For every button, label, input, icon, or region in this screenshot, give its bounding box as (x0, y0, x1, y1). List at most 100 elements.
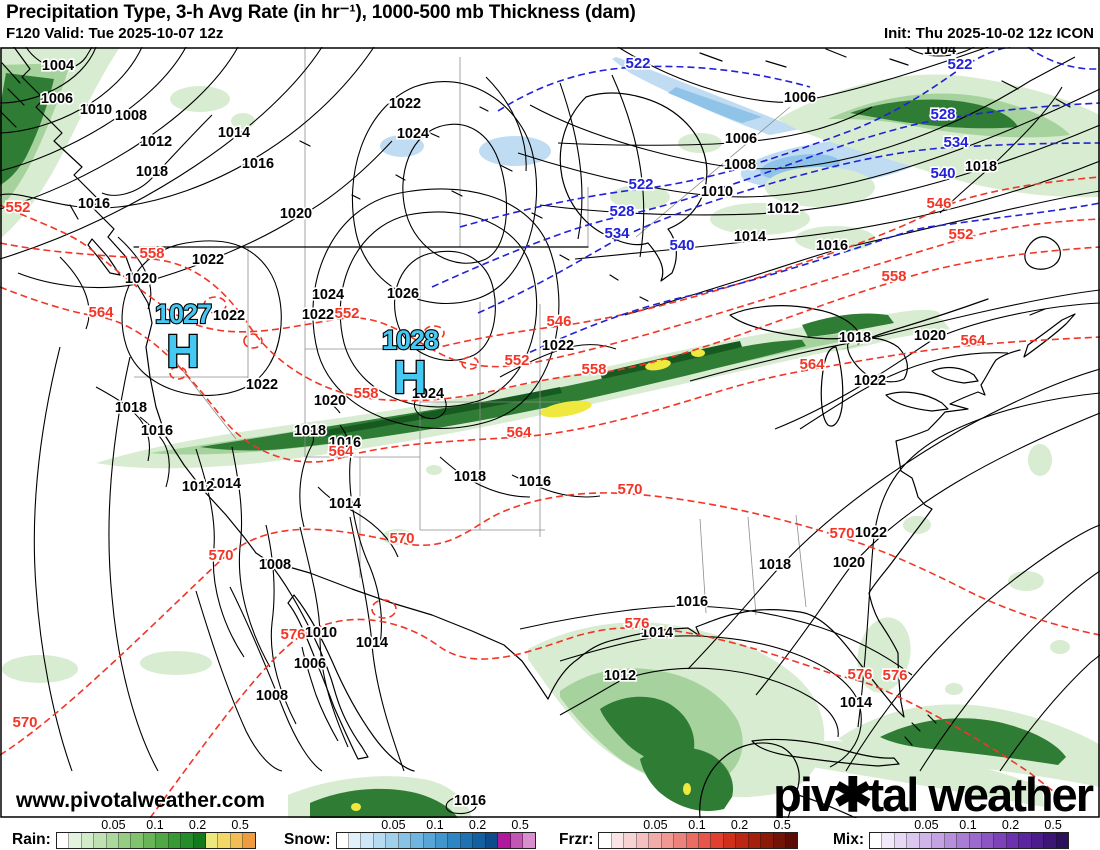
pressure-label: 1022 (855, 525, 887, 541)
pressure-label: 1012 (140, 134, 172, 150)
legend-color-cell (761, 832, 774, 848)
legend-color-cell (636, 832, 650, 848)
thickness-label-warm: 564 (328, 443, 354, 460)
legend-color-cell (661, 832, 675, 848)
legend-color-cell (510, 832, 524, 848)
legend-color-cell (168, 832, 182, 848)
legend-tick: 0.1 (146, 818, 164, 832)
legend-color-cell (106, 832, 119, 848)
pressure-label: 1020 (125, 271, 157, 287)
legend-color-cell (698, 832, 712, 848)
thickness-label-cold: 540 (930, 165, 955, 182)
valid-time-label: F120 Valid: Tue 2025-10-07 12z (6, 25, 224, 42)
legend-color-cell (485, 832, 499, 848)
pressure-label: 1016 (141, 423, 173, 439)
legend-tick: 0.2 (468, 818, 487, 832)
legend-color-cell (944, 832, 958, 848)
pressure-label: 1004 (42, 58, 74, 74)
thickness-label-warm: 552 (504, 352, 529, 369)
pressure-label: 1018 (965, 159, 997, 175)
legend-color-cell (611, 832, 625, 848)
legend-color-cell (674, 832, 687, 848)
legend-colorbar (55, 831, 256, 849)
legend-color-cell (336, 832, 349, 848)
init-time-label: Init: Thu 2025-10-02 12z ICON (883, 25, 1094, 42)
high-symbol: H (393, 351, 426, 403)
gear-icon: ✱ (833, 768, 871, 818)
legend-tick: 0.5 (773, 818, 791, 832)
thickness-label-warm: 570 (829, 525, 854, 542)
thickness-label-cold: 522 (625, 55, 650, 72)
pressure-label: 1022 (246, 377, 278, 393)
brand-logo: piv✱tal weather (773, 768, 1094, 818)
legend-tick: 0.05 (914, 818, 939, 832)
pressure-label: 1026 (387, 286, 419, 302)
legend-color-cell (131, 832, 144, 848)
pressure-label: 1010 (305, 625, 337, 641)
legend-colorbar (869, 831, 1069, 849)
pressure-label: 1020 (314, 393, 346, 409)
legend-color-cell (1056, 832, 1068, 848)
legend-color-cell (1044, 832, 1057, 848)
thickness-label-warm: 570 (12, 714, 37, 731)
legend-color-cell (882, 832, 895, 848)
pressure-label: 1006 (784, 90, 816, 106)
thickness-label-warm: 558 (581, 361, 606, 378)
legend-color-cell (723, 832, 737, 848)
pressure-label: 1016 (242, 156, 274, 172)
legend-tick: 0.1 (688, 818, 706, 832)
legend-color-cell (69, 832, 82, 848)
legend-color-cell (599, 832, 612, 848)
legend-color-cell (981, 832, 995, 848)
pressure-label: 1020 (914, 328, 946, 344)
pressure-label: 1014 (734, 229, 766, 245)
coastlines (0, 47, 1076, 818)
pressure-label: 1014 (641, 625, 673, 641)
pressure-label: 1010 (80, 102, 112, 118)
legend-color-cell (523, 832, 535, 848)
high-symbol: H (166, 325, 199, 377)
legend-color-cell (498, 832, 511, 848)
legend-color-cell (1031, 832, 1045, 848)
thickness-label-warm: 558 (139, 245, 164, 262)
legend-tick: 0.5 (1044, 818, 1062, 832)
legend-color-cell (1019, 832, 1032, 848)
pressure-label: 1024 (412, 386, 444, 402)
legend-color-cell (373, 832, 387, 848)
pressure-label: 1018 (115, 400, 147, 416)
pressure-label: 1018 (759, 557, 791, 573)
thickness-label-cold: 528 (609, 203, 634, 220)
header-row: F120 Valid: Tue 2025-10-07 12z Init: Thu… (6, 25, 1094, 43)
legend-color-cell (748, 832, 762, 848)
legend-color-cell (56, 832, 70, 848)
thickness-label-warm: 546 (926, 195, 951, 212)
thickness-label-warm: 564 (799, 356, 825, 373)
legend-color-cell (957, 832, 970, 848)
legend-color-cell (423, 832, 436, 848)
thickness-label-cold: 522 (628, 176, 653, 193)
pressure-label: 1008 (115, 108, 147, 124)
legend-color-cell (243, 832, 255, 848)
pressure-label: 1022 (213, 308, 245, 324)
legend-color-cell (773, 832, 787, 848)
thickness-label-warm: 558 (881, 268, 906, 285)
pressure-label: 1014 (329, 496, 361, 512)
legend-color-cell (348, 832, 362, 848)
thickness-label-warm: 576 (882, 667, 907, 684)
legend-color-cell (686, 832, 699, 848)
pressure-label: 1014 (840, 695, 872, 711)
page-title: Precipitation Type, 3-h Avg Rate (in hr⁻… (6, 2, 636, 23)
thickness-contours-cold (431, 47, 1100, 358)
legend-color-cell (386, 832, 399, 848)
legend-tick: 0.2 (730, 818, 749, 832)
legend-color-cell (870, 832, 883, 848)
map-area: 1004 1006 1010 1008 1012 1014 1016 1018 1016 1020… (0, 47, 1100, 818)
map-header: Precipitation Type, 3-h Avg Rate (in hr⁻… (0, 0, 1100, 47)
thickness-label-warm: 546 (546, 313, 571, 330)
pressure-label: 1024 (397, 126, 429, 142)
thickness-label-warm: 564 (506, 424, 532, 441)
legend-color-cell (206, 832, 219, 848)
pressure-label: 1006 (725, 131, 757, 147)
pressure-label: 1008 (259, 557, 291, 573)
